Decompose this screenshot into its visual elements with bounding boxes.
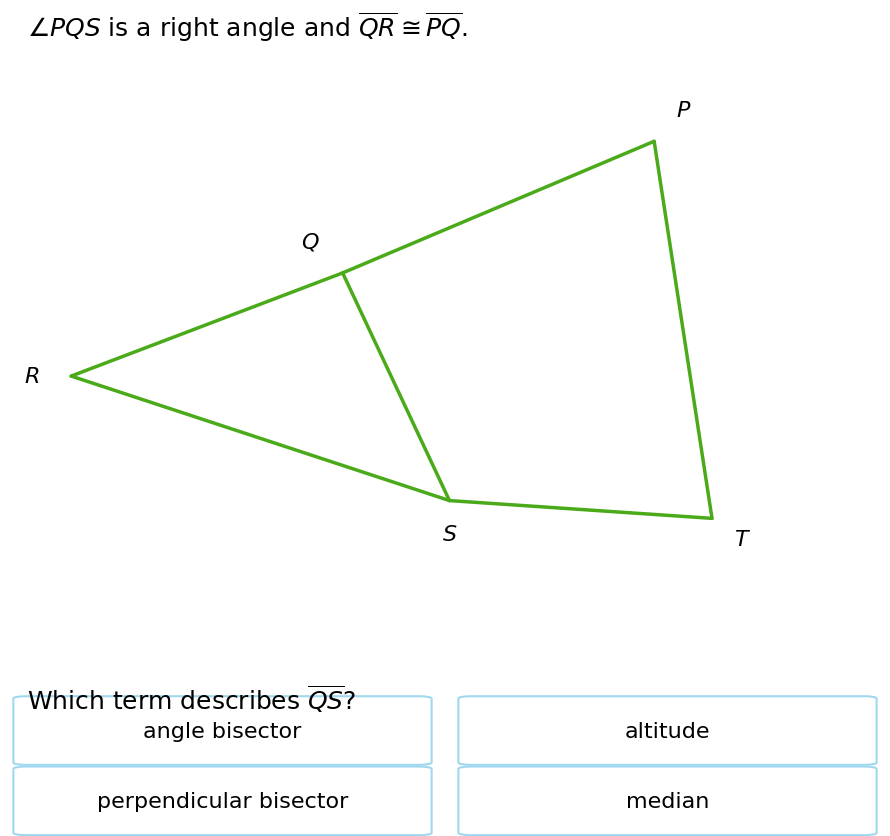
Text: S: S xyxy=(442,524,457,544)
FancyBboxPatch shape xyxy=(13,767,432,835)
FancyBboxPatch shape xyxy=(13,696,432,765)
Text: altitude: altitude xyxy=(625,721,710,741)
Text: R: R xyxy=(25,367,40,386)
FancyBboxPatch shape xyxy=(458,696,877,765)
FancyBboxPatch shape xyxy=(458,767,877,835)
Text: Which term describes $\overline{QS}$?: Which term describes $\overline{QS}$? xyxy=(27,682,356,714)
Text: perpendicular bisector: perpendicular bisector xyxy=(97,791,348,811)
Text: median: median xyxy=(626,791,709,811)
Text: $\angle\mathit{PQS}$ is a right angle and $\overline{QR} \cong \overline{PQ}$.: $\angle\mathit{PQS}$ is a right angle an… xyxy=(27,11,467,43)
Text: P: P xyxy=(676,101,690,121)
Text: Q: Q xyxy=(301,232,319,252)
Text: T: T xyxy=(734,529,748,549)
Text: angle bisector: angle bisector xyxy=(143,721,302,741)
